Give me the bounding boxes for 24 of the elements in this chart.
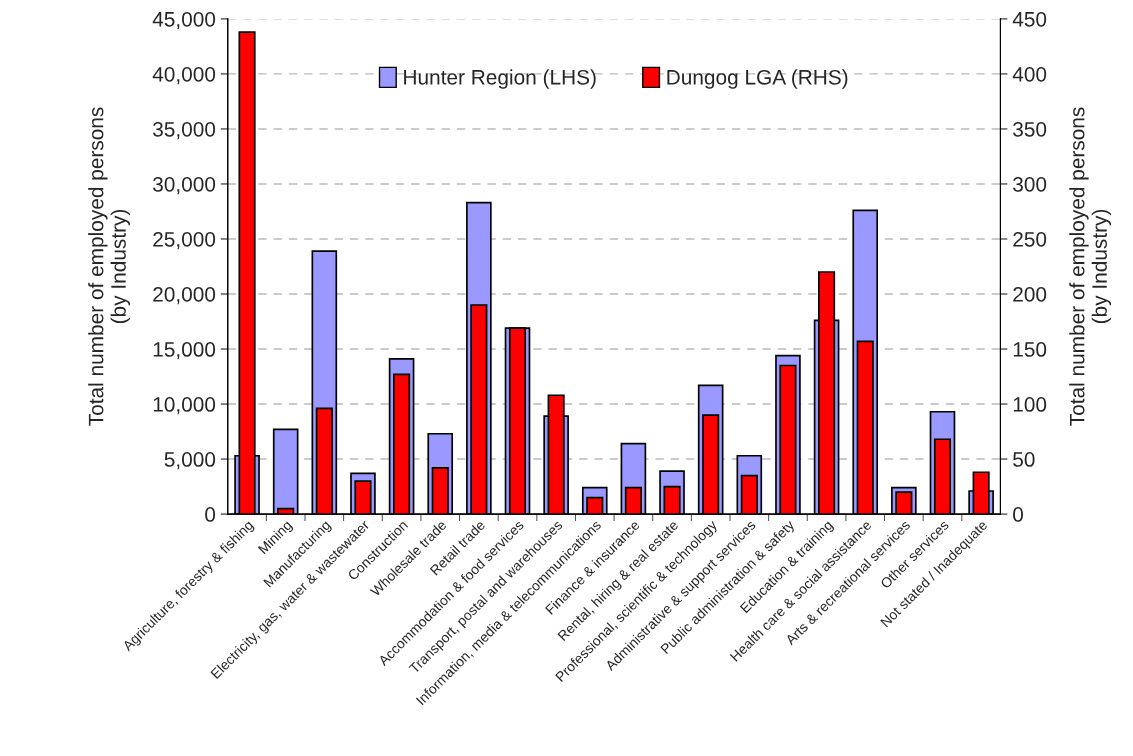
- y-tick-label: 10,000: [153, 397, 216, 415]
- y2-tick-label: 200: [1013, 287, 1047, 302]
- y-tick-label: 35,000: [153, 121, 216, 140]
- y-tick-label: 40,000: [152, 66, 216, 85]
- y-tick-label: 5,000: [164, 452, 216, 470]
- y2-tick-label: 250: [1013, 231, 1047, 247]
- y2-tick-label: 350: [1013, 121, 1047, 137]
- y2-tick-label: 400: [1012, 66, 1047, 82]
- y2-tick-label: 0: [1013, 507, 1024, 522]
- y-tick-label: 0: [205, 507, 216, 522]
- y2-tick-label: 150: [1013, 342, 1047, 357]
- y-tick-label: 25,000: [153, 231, 216, 250]
- legend-label: Dungog LGA (RHS): [667, 69, 848, 89]
- y2-tick-label: 50: [1013, 452, 1035, 467]
- y2-tick-label: 450: [1012, 11, 1047, 27]
- y-tick-label: 15,000: [153, 342, 216, 360]
- legend-label: Hunter Region (LHS): [404, 69, 596, 89]
- y-tick-label: 45,000: [152, 11, 216, 30]
- y-tick-label: 30,000: [153, 176, 216, 195]
- y2-axis-title: Total number of employed persons (by Industry): [1069, 107, 1112, 426]
- y-tick-label: 20,000: [153, 287, 216, 305]
- y-axis-title: Total number of employed persons (by Industry): [88, 107, 130, 426]
- y2-tick-label: 300: [1013, 176, 1047, 192]
- y2-tick-label: 100: [1013, 397, 1047, 412]
